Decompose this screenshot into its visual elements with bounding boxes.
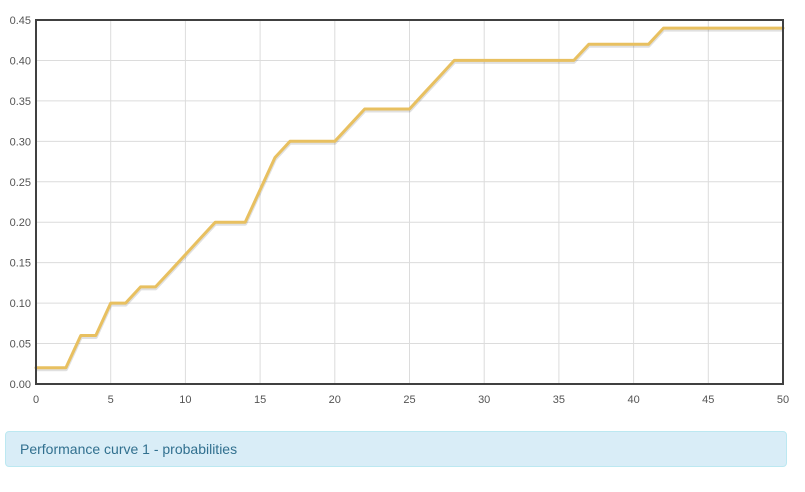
y-tick-label: 0.25 — [10, 177, 31, 189]
x-tick-label: 35 — [553, 394, 565, 406]
grid-layer — [35, 19, 784, 385]
x-tick-label: 50 — [777, 394, 789, 406]
y-tick-label: 0.10 — [10, 298, 31, 310]
y-tick-label: 0.05 — [10, 339, 31, 351]
y-tick-label: 0.35 — [10, 96, 31, 108]
chart-caption-text: Performance curve 1 - probabilities — [20, 441, 238, 457]
chart-caption: Performance curve 1 - probabilities — [5, 431, 787, 467]
x-tick-label: 45 — [702, 394, 714, 406]
y-tick-label: 0.45 — [10, 15, 31, 27]
x-tick-label: 5 — [108, 394, 114, 406]
x-tick-label: 25 — [403, 394, 415, 406]
x-tick-label: 0 — [33, 394, 39, 406]
y-tick-label: 0.20 — [10, 217, 31, 229]
y-tick-label: 0.00 — [10, 379, 31, 391]
y-tick-label: 0.15 — [10, 258, 31, 270]
series-line — [34, 26, 785, 370]
performance-chart: 0.00 0.05 0.10 0.15 0.20 0.25 0.30 0.35 0.40 0.45… — [10, 15, 790, 406]
tick-label-layer: 0.00 0.05 0.10 0.15 0.20 0.25 0.30 0.35 0.40 0.45… — [10, 15, 790, 406]
x-tick-label: 20 — [329, 394, 341, 406]
x-tick-label: 40 — [627, 394, 639, 406]
y-tick-label: 0.40 — [10, 55, 31, 67]
chart-svg: 0.00 0.05 0.10 0.15 0.20 0.25 0.30 0.35 0.40 0.45… — [10, 15, 790, 406]
series-layer — [34, 26, 785, 372]
x-tick-label: 10 — [179, 394, 191, 406]
plot-frame — [35, 19, 784, 385]
x-tick-label: 15 — [254, 394, 266, 406]
x-tick-label: 30 — [478, 394, 490, 406]
y-tick-label: 0.30 — [10, 136, 31, 148]
